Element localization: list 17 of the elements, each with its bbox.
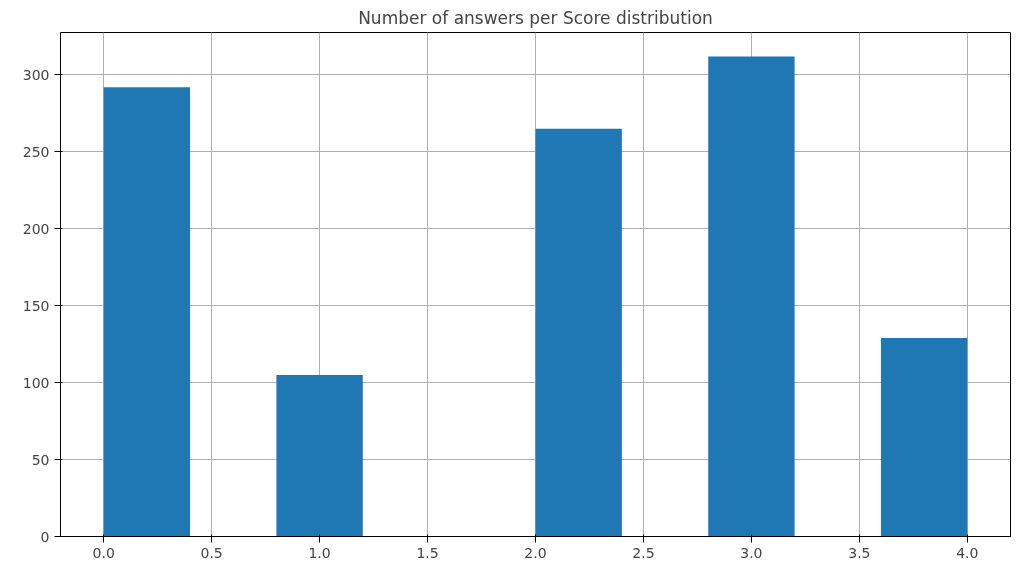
x-tick-label: 1.5 <box>416 544 439 561</box>
x-tick-label: 3.5 <box>848 544 871 561</box>
x-tick-label: 2.0 <box>524 544 547 561</box>
x-tick-label: 3.0 <box>740 544 763 561</box>
y-tick-label: 300 <box>22 66 50 83</box>
y-tick-label: 50 <box>31 451 50 468</box>
y-tick-label: 100 <box>22 374 50 391</box>
y-tick-label: 0 <box>40 528 50 545</box>
x-tick-label: 1.0 <box>308 544 331 561</box>
x-tick-label: 4.0 <box>956 544 979 561</box>
chart-title: Number of answers per Score distribution <box>358 7 713 28</box>
x-tick-label: 0.0 <box>92 544 115 561</box>
y-tick-label: 250 <box>22 143 50 160</box>
y-tick-label: 150 <box>22 297 50 314</box>
x-tick-label: 0.5 <box>200 544 223 561</box>
x-tick-label: 2.5 <box>632 544 655 561</box>
y-tick-label: 200 <box>22 220 50 237</box>
